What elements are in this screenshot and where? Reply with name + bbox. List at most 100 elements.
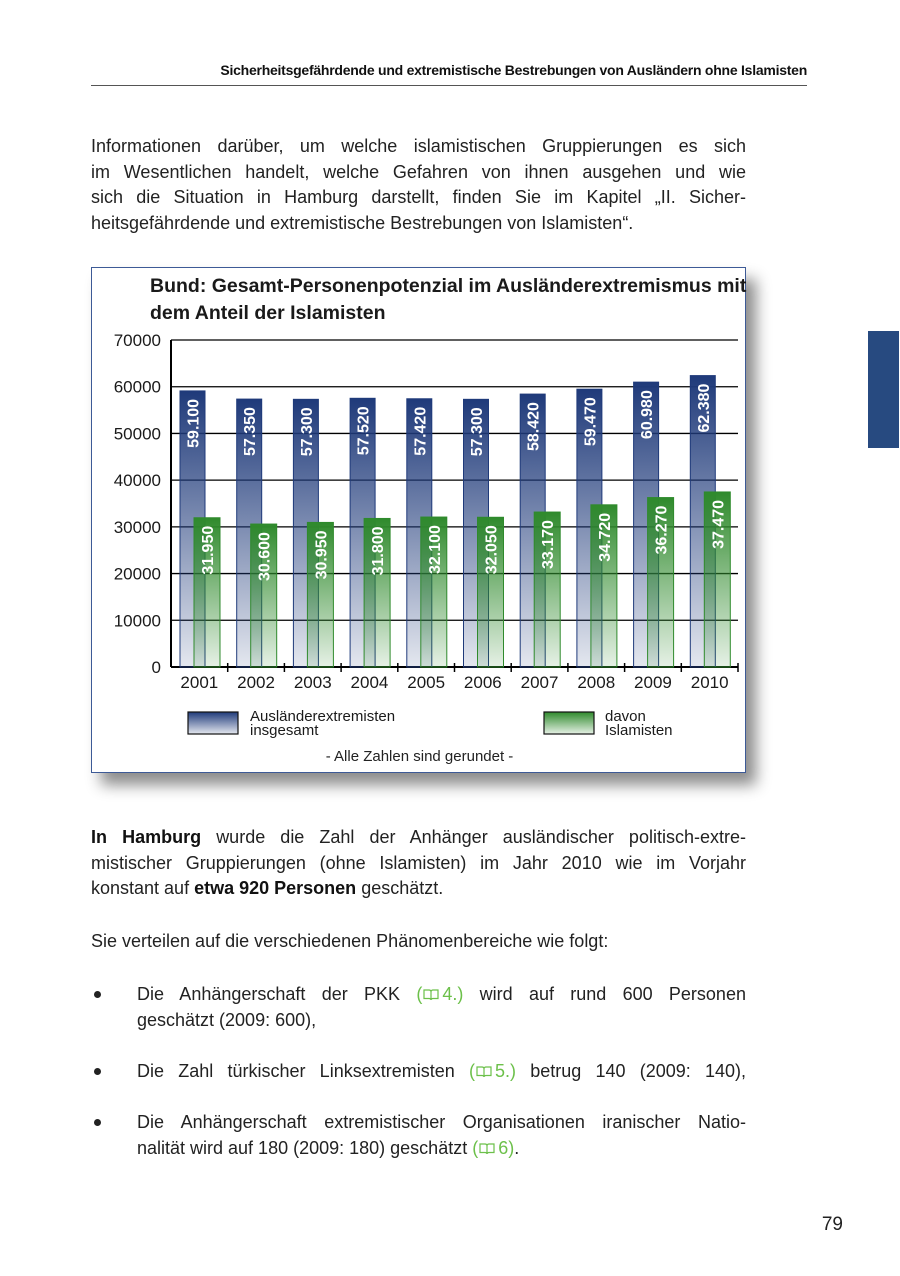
y-tick-label: 50000 <box>114 424 161 443</box>
y-tick-label: 30000 <box>114 518 161 537</box>
y-tick-label: 40000 <box>114 471 161 490</box>
bold-text: In Hamburg <box>91 827 202 847</box>
value-label: 30.600 <box>257 532 274 581</box>
side-tab <box>868 331 899 448</box>
book-icon <box>423 989 439 1001</box>
bar <box>193 517 221 668</box>
legend-swatch <box>543 711 595 735</box>
value-label: 58.420 <box>526 402 543 451</box>
text-line: Informationen darüber, um welche islamis… <box>91 136 746 156</box>
header-rule <box>91 85 807 86</box>
text-line: geschätzt (2009: 600), <box>137 1009 317 1030</box>
bullet <box>94 1068 101 1075</box>
value-label: 62.380 <box>696 383 713 432</box>
text-line: sich die Situation in Hamburg darstellt,… <box>91 187 746 207</box>
x-tick-label: 2004 <box>351 673 389 692</box>
legend-label: davon Islamisten <box>605 708 673 739</box>
text: geschätzt. <box>361 878 444 898</box>
legend-swatch <box>187 711 239 735</box>
x-tick-label: 2007 <box>521 673 559 692</box>
text-line: Die Anhängerschaft der PKK (4.) wird auf… <box>137 982 746 1008</box>
value-label: 37.470 <box>710 500 727 549</box>
y-tick-label: 60000 <box>114 378 161 397</box>
text: konstant auf <box>91 878 190 898</box>
bullet <box>94 1119 101 1126</box>
text-line: Die Anhängerschaft extremistischer Organ… <box>137 1112 746 1132</box>
value-label: 32.050 <box>484 525 501 574</box>
paragraph: Sie verteilen auf die verschiedenen Phän… <box>91 931 609 951</box>
value-label: 31.950 <box>200 526 217 575</box>
y-tick-label: 10000 <box>114 611 161 630</box>
text-line: Die Zahl türkischer Linksextremisten (5.… <box>137 1059 746 1085</box>
y-tick-label: 70000 <box>114 331 161 350</box>
ref-open: ( <box>468 1061 475 1081</box>
text-line: nalität wird auf 180 (2009: 180) geschät… <box>137 1136 746 1162</box>
text-line: mistischer Gruppierungen (ohne Islamiste… <box>91 852 746 873</box>
legend-label: Ausländerextremisten insgesamt <box>250 708 396 739</box>
x-tick-label: 2010 <box>691 673 729 692</box>
book-icon <box>479 1142 495 1154</box>
value-label: 32.100 <box>427 525 444 574</box>
book-icon <box>476 1066 492 1078</box>
chart: 0 10000 20000 30000 40000 50000 60000 70000 2001… <box>114 331 739 735</box>
text: nalität wird auf 180 (2009: 180) geschät… <box>137 1137 468 1158</box>
bullet <box>94 991 101 998</box>
x-tick-label: 2008 <box>577 673 615 692</box>
chart-title: Bund: Gesamt-Personenpotenzial im Auslän… <box>150 275 747 324</box>
x-tick-label: 2006 <box>464 673 502 692</box>
value-label: 57.520 <box>356 406 373 455</box>
bar <box>363 517 391 668</box>
x-tick-label: 2001 <box>180 673 218 692</box>
bar <box>590 504 618 668</box>
ref-open: ( <box>472 1137 479 1158</box>
bar <box>533 511 561 668</box>
x-tick-label: 2005 <box>407 673 445 692</box>
value-label: 57.300 <box>299 407 316 456</box>
ref-label: 4.) <box>442 984 464 1004</box>
y-tick-label: 20000 <box>114 565 161 584</box>
chart-box: 0 10000 20000 30000 40000 50000 60000 70000 2001… <box>91 267 746 773</box>
value-label: 33.170 <box>540 520 557 569</box>
value-label: 36.270 <box>654 505 671 554</box>
y-tick-label: 0 <box>152 658 161 677</box>
text: wurde die Zahl der Anhänger ausländische… <box>216 827 746 847</box>
bar <box>250 523 278 668</box>
text-line: im Wesentlichen handelt, welche Gefahren… <box>91 161 746 182</box>
text-line: konstant auf etwa 920 Personen geschätzt… <box>91 876 746 902</box>
chart-note: - Alle Zahlen sind gerundet - <box>325 748 514 765</box>
bold-text: etwa 920 Personen <box>194 878 357 898</box>
intro: Informationen darüber, um welche islamis… <box>91 134 746 236</box>
value-label: 57.350 <box>242 407 259 456</box>
x-tick-label: 2003 <box>294 673 332 692</box>
bar <box>306 521 334 668</box>
bullet-item: Die Anhängerschaft der PKK (4.) wird auf… <box>137 982 746 1033</box>
bar <box>703 491 731 668</box>
hamburg-paragraph: In Hamburg wurde die Zahl der Anhänger a… <box>91 825 746 902</box>
value-label: 57.300 <box>469 407 486 456</box>
ref-label: 6) <box>498 1137 515 1158</box>
value-label: 30.950 <box>313 530 330 579</box>
value-label: 59.470 <box>582 397 599 446</box>
text: Die Anhängerschaft der PKK <box>137 984 401 1004</box>
ref-label: 5.) <box>494 1061 516 1081</box>
value-label: 59.100 <box>185 399 202 448</box>
bullet-item: Die Anhängerschaft extremistischer Organ… <box>137 1110 746 1161</box>
text: . <box>514 1137 520 1158</box>
bullet-item: Die Zahl türkischer Linksextremisten (5.… <box>137 1059 746 1085</box>
bar <box>420 516 448 668</box>
bar <box>477 516 504 668</box>
text: wird auf rund 600 Personen <box>479 984 746 1004</box>
value-label: 31.800 <box>370 526 387 575</box>
reference: (4.) <box>416 984 463 1004</box>
page-number: 79 <box>821 1214 843 1235</box>
value-label: 57.420 <box>412 407 429 456</box>
reference: (5.) <box>469 1061 516 1081</box>
ref-open: ( <box>416 984 423 1004</box>
text: betrug 140 (2009: 140), <box>530 1061 746 1081</box>
running-header: Sicherheitsgefährdende und extremistisch… <box>220 62 807 78</box>
x-tick-label: 2002 <box>237 673 275 692</box>
reference: (6) <box>472 1138 514 1158</box>
value-label: 34.720 <box>597 513 614 562</box>
value-label: 60.980 <box>639 390 656 439</box>
